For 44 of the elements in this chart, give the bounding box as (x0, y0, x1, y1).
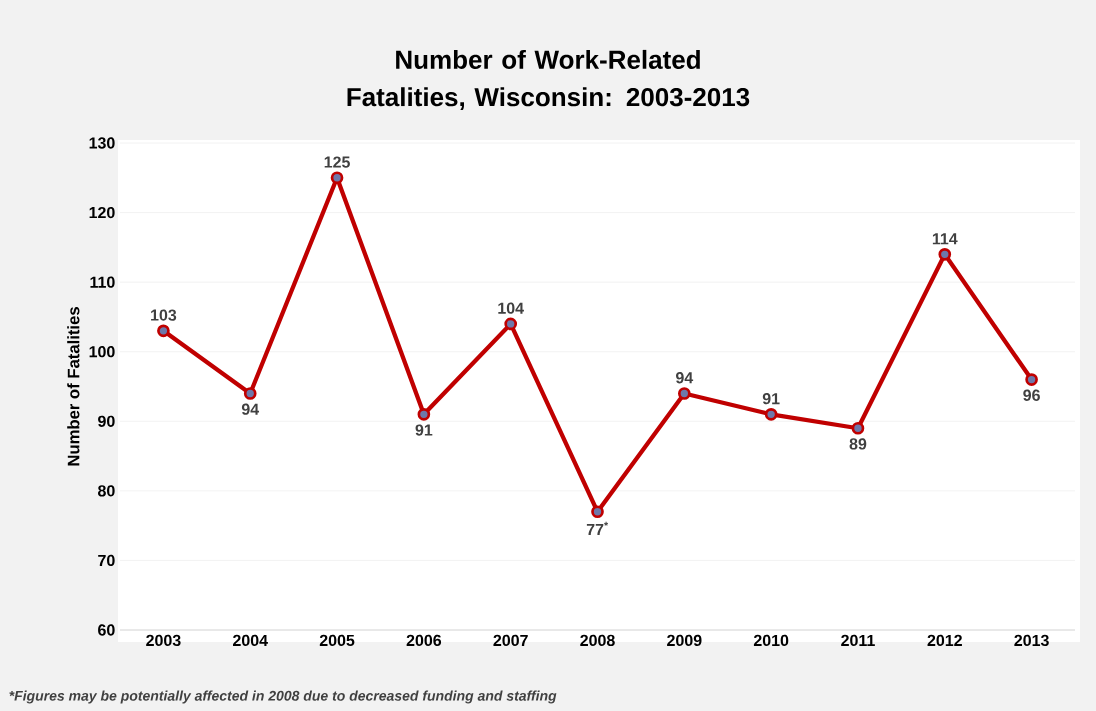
x-tick-label: 2007 (493, 634, 528, 647)
data-label: 114 (932, 233, 958, 245)
data-label: 103 (151, 309, 177, 321)
x-tick-label: 2009 (667, 634, 702, 647)
x-tick-label: 2011 (841, 634, 875, 647)
data-label: 77$^{*}$ (586, 521, 609, 535)
y-tick-label: 90 (98, 415, 115, 427)
point (243, 387, 257, 400)
point (764, 407, 778, 421)
x-tick-label: 2008 (580, 634, 615, 647)
y-axis-title: Number of Fatalities (67, 307, 80, 466)
y-tick-label: 60 (98, 624, 115, 636)
point (330, 171, 344, 185)
point (157, 324, 170, 338)
data-label: 91 (762, 392, 780, 405)
x-tick-label: 2004 (233, 634, 268, 647)
y-tick-label: 110 (90, 276, 115, 288)
y-tick-label: 80 (98, 485, 115, 497)
point (677, 387, 691, 400)
y-tick-label: 100 (89, 346, 115, 358)
data-label: 89 (849, 438, 867, 450)
x-tick-label: 2006 (406, 634, 442, 647)
data-label: 96 (1023, 389, 1040, 401)
x-tick-label: 2012 (927, 634, 962, 647)
data-label: 91 (415, 424, 433, 436)
point (504, 317, 518, 331)
x-tick-label: 2005 (319, 634, 355, 647)
data-label: 94 (241, 403, 260, 415)
x-tick-label: 2010 (753, 634, 789, 647)
point (417, 407, 431, 421)
data-label: 94 (675, 372, 694, 384)
point (851, 421, 865, 435)
y-tick-label: 120 (89, 206, 115, 219)
point (591, 505, 604, 519)
y-tick-label: 70 (98, 554, 115, 567)
x-tick-label: 2013 (1014, 634, 1049, 647)
data-label: 104 (498, 302, 524, 314)
text: *Figures may be potentially affected in 2008 due to decreased funding and staffing (9, 690, 557, 704)
point (938, 247, 952, 261)
y-tick-label: 130 (89, 137, 115, 149)
x-tick-label: 2003 (146, 634, 181, 647)
chart-title: Number of Work-Related Fatalities, Wisconsin: 2003-2013 (347, 49, 750, 111)
point (1025, 373, 1038, 386)
data-label: 125 (324, 156, 350, 168)
